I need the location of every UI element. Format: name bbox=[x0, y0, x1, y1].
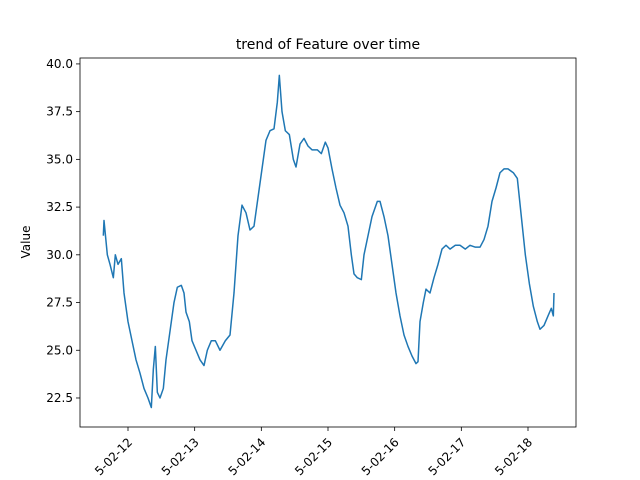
y-tick-label: 35.0 bbox=[46, 152, 73, 166]
x-tick-label: 5-02-15 bbox=[292, 435, 335, 478]
y-tick-label: 40.0 bbox=[46, 57, 73, 71]
x-tick-label: 5-02-12 bbox=[92, 435, 135, 478]
x-tick-label: 5-02-18 bbox=[492, 435, 535, 478]
x-tick-label: 5-02-14 bbox=[225, 435, 268, 478]
y-tick-label: 25.0 bbox=[46, 343, 73, 357]
y-tick-label: 32.5 bbox=[46, 200, 73, 214]
x-tick-label: 5-02-16 bbox=[359, 435, 402, 478]
x-tick-label: 5-02-17 bbox=[425, 435, 468, 478]
chart-title: trend of Feature over time bbox=[236, 37, 420, 53]
x-tick-label: 5-02-13 bbox=[159, 435, 202, 478]
y-tick-label: 37.5 bbox=[46, 105, 73, 119]
y-tick-label: 30.0 bbox=[46, 248, 73, 262]
y-axis-label: Value bbox=[19, 226, 33, 259]
y-tick-label: 27.5 bbox=[46, 296, 73, 310]
y-tick-label: 22.5 bbox=[46, 391, 73, 405]
data-line bbox=[102, 74, 555, 409]
plot-frame bbox=[79, 57, 577, 428]
